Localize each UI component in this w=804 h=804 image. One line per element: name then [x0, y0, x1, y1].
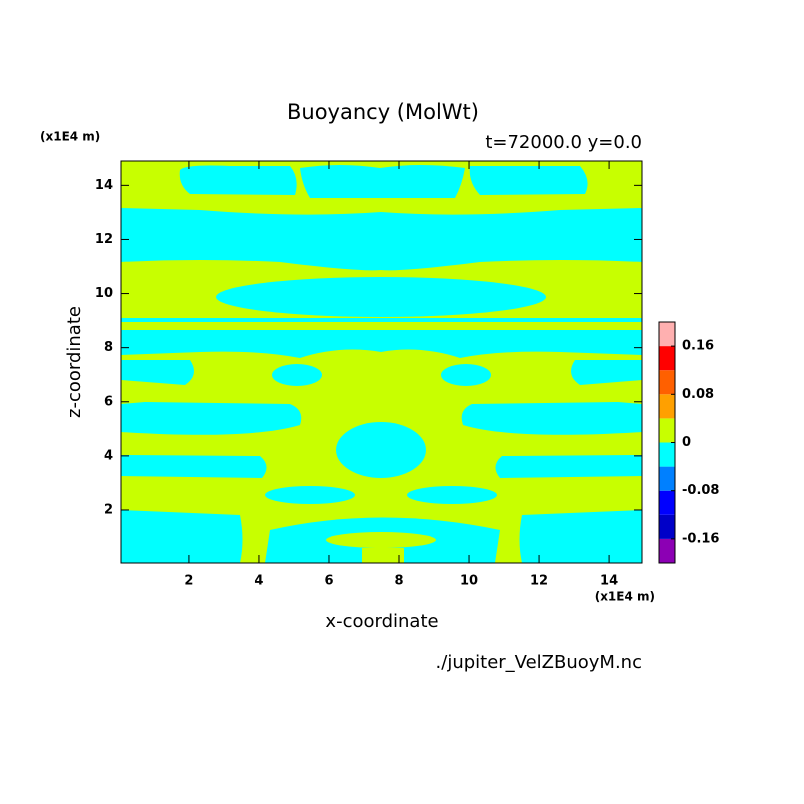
colorbar-tick-label: -0.08	[682, 483, 719, 498]
colorbar-box	[659, 442, 675, 467]
colorbar-tick-label: 0.08	[682, 387, 714, 402]
y-tick-label: 14	[95, 178, 113, 193]
x-unit: (x1E4 m)	[595, 590, 655, 604]
chart-title: Buoyancy (MolWt)	[287, 100, 479, 124]
colorbar-box	[659, 466, 675, 491]
colorbar-tick-label: 0.16	[682, 339, 714, 354]
x-tick-label: 2	[184, 574, 193, 589]
x-tick-label: 14	[600, 574, 618, 589]
x-axis-label: x-coordinate	[325, 611, 438, 632]
y-tick-label: 2	[104, 502, 113, 517]
y-unit: (x1E4 m)	[40, 130, 100, 144]
contour-field	[120, 160, 643, 564]
colorbar-box	[659, 418, 675, 443]
colorbar-box	[659, 370, 675, 395]
y-tick-label: 6	[104, 394, 113, 409]
contour-inset	[326, 532, 436, 548]
colorbar-tick-label: 0	[682, 435, 691, 450]
y-tick-label: 10	[95, 286, 113, 301]
colorbar-box	[659, 322, 675, 347]
x-tick-label: 4	[254, 574, 263, 589]
y-tick-label: 8	[104, 340, 113, 355]
x-tick-label: 10	[460, 574, 478, 589]
colorbar-box	[659, 490, 675, 515]
colorbar-box	[659, 514, 675, 539]
colorbar-box	[659, 394, 675, 419]
y-axis-label: z-coordinate	[64, 306, 85, 418]
colorbar-tick-label: -0.16	[682, 531, 719, 546]
contour-regions	[121, 165, 642, 563]
plot-frame	[120, 160, 643, 564]
x-tick-label: 8	[394, 574, 403, 589]
axes: 2 4 6 8 10 12 14 2 4 6 8 10 12 14	[95, 161, 642, 589]
colorbar-box	[659, 346, 675, 371]
colorbar-box	[659, 538, 675, 563]
contour-inset	[362, 548, 404, 563]
source-file: ./jupiter_VelZBuoyM.nc	[436, 652, 642, 673]
x-tick-label: 12	[530, 574, 548, 589]
y-tick-label: 4	[104, 448, 113, 463]
colorbar: -0.16 -0.08 0 0.08 0.16	[658, 321, 719, 564]
chart-subtitle: t=72000.0 y=0.0	[485, 132, 642, 153]
x-tick-label: 6	[324, 574, 333, 589]
y-tick-label: 12	[95, 232, 113, 247]
